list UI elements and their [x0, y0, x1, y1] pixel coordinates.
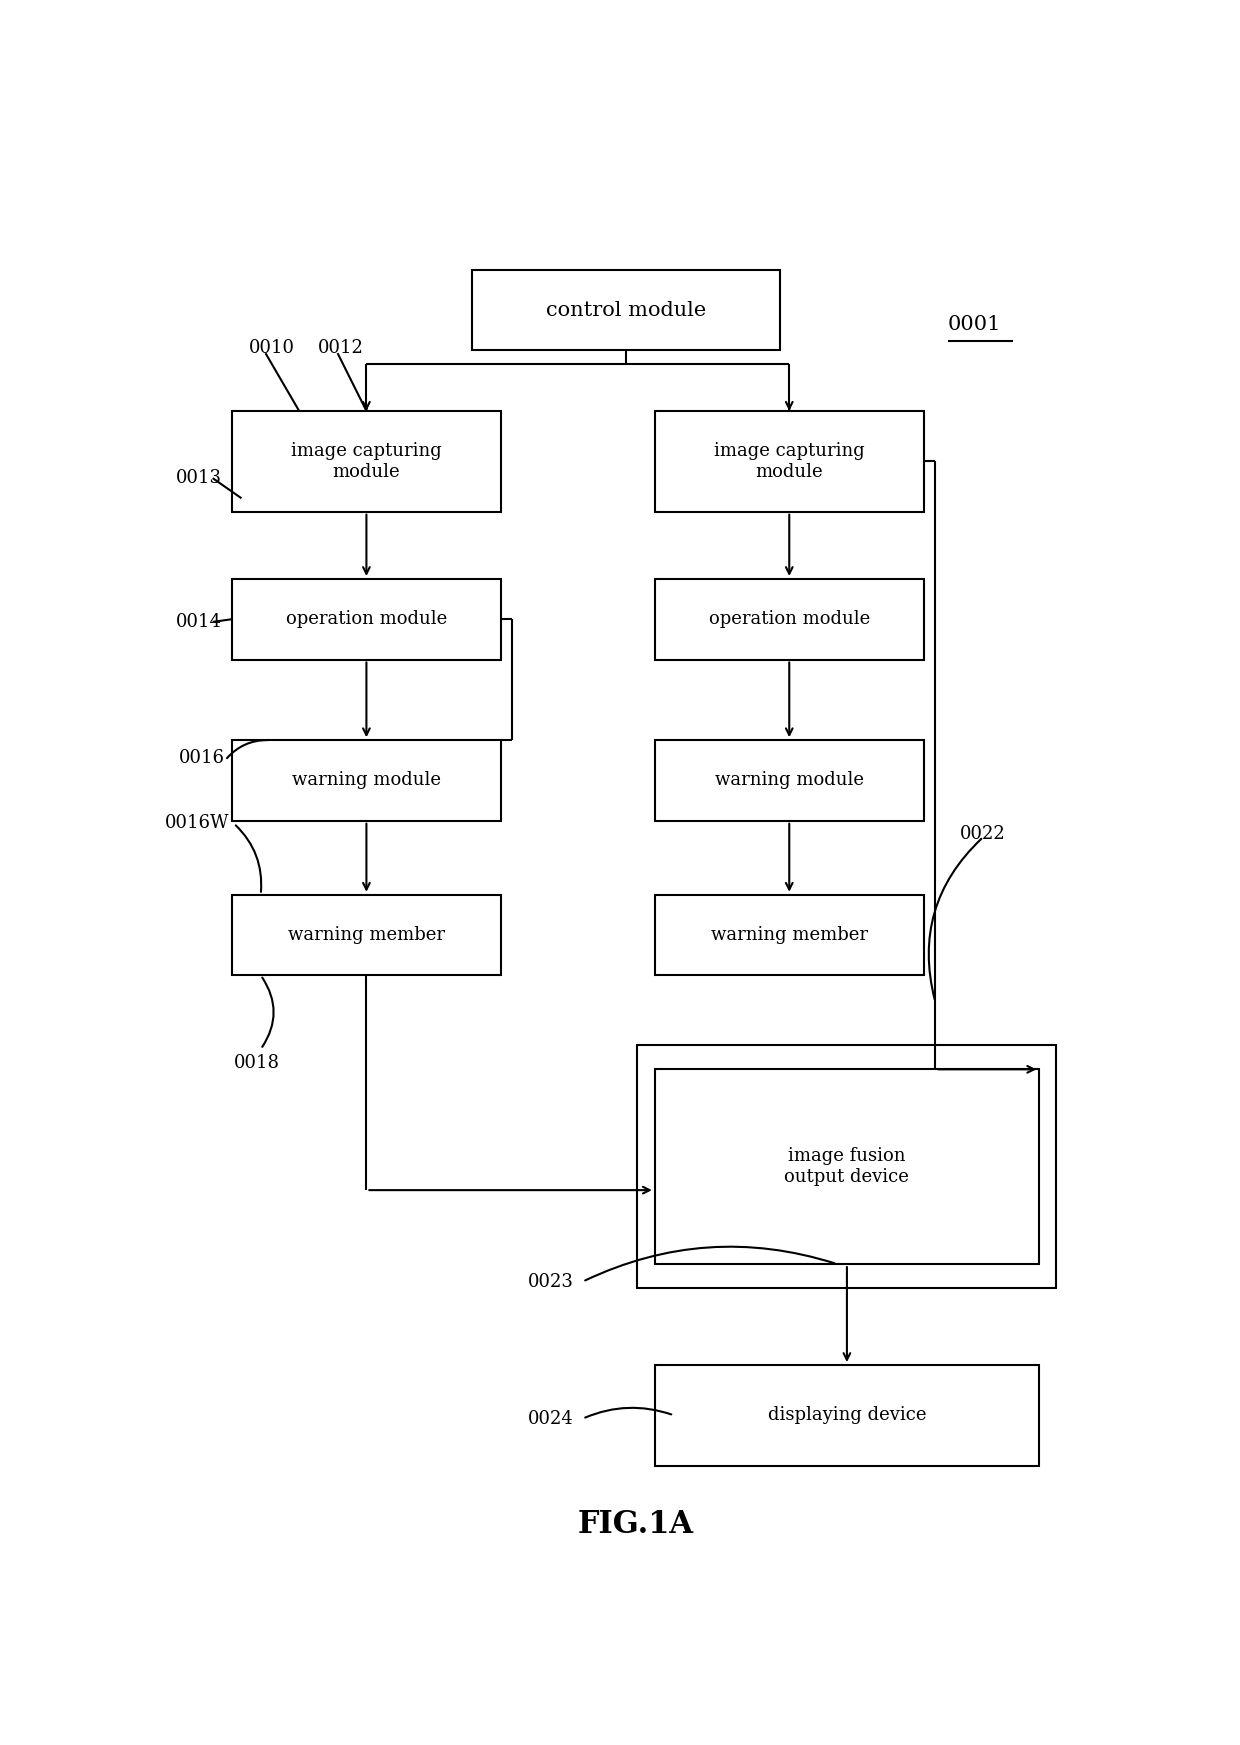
Text: 0022: 0022 [960, 825, 1006, 843]
Bar [232, 579, 501, 660]
Bar [232, 740, 501, 820]
Text: control module: control module [546, 300, 706, 319]
Text: 0013: 0013 [176, 469, 222, 487]
Bar [232, 895, 501, 975]
Text: displaying device: displaying device [768, 1406, 926, 1424]
Text: operation module: operation module [708, 611, 870, 628]
Text: image capturing
module: image capturing module [291, 441, 441, 480]
Bar [232, 412, 501, 511]
Text: warning member: warning member [711, 927, 868, 944]
Text: 0012: 0012 [319, 339, 365, 356]
Text: FIG.1A: FIG.1A [578, 1509, 693, 1539]
Bar [655, 1070, 1039, 1263]
Text: 0024: 0024 [528, 1410, 574, 1427]
Text: 0023: 0023 [528, 1272, 574, 1291]
Text: 0014: 0014 [176, 612, 222, 632]
Text: 0016: 0016 [179, 749, 224, 766]
Text: 0001: 0001 [947, 316, 1002, 335]
Bar [655, 579, 924, 660]
Bar [655, 1365, 1039, 1466]
Text: warning module: warning module [291, 771, 441, 789]
Bar [655, 895, 924, 975]
Text: warning member: warning member [288, 927, 445, 944]
Text: 0010: 0010 [249, 339, 295, 356]
Text: operation module: operation module [285, 611, 448, 628]
Text: 0018: 0018 [234, 1054, 280, 1071]
Text: image capturing
module: image capturing module [714, 441, 864, 480]
Bar [637, 1045, 1056, 1288]
Text: image fusion
output device: image fusion output device [785, 1148, 909, 1187]
Text: warning module: warning module [714, 771, 864, 789]
Bar [655, 740, 924, 820]
Text: 0016W: 0016W [165, 815, 229, 832]
Bar [472, 270, 780, 351]
Bar [655, 412, 924, 511]
